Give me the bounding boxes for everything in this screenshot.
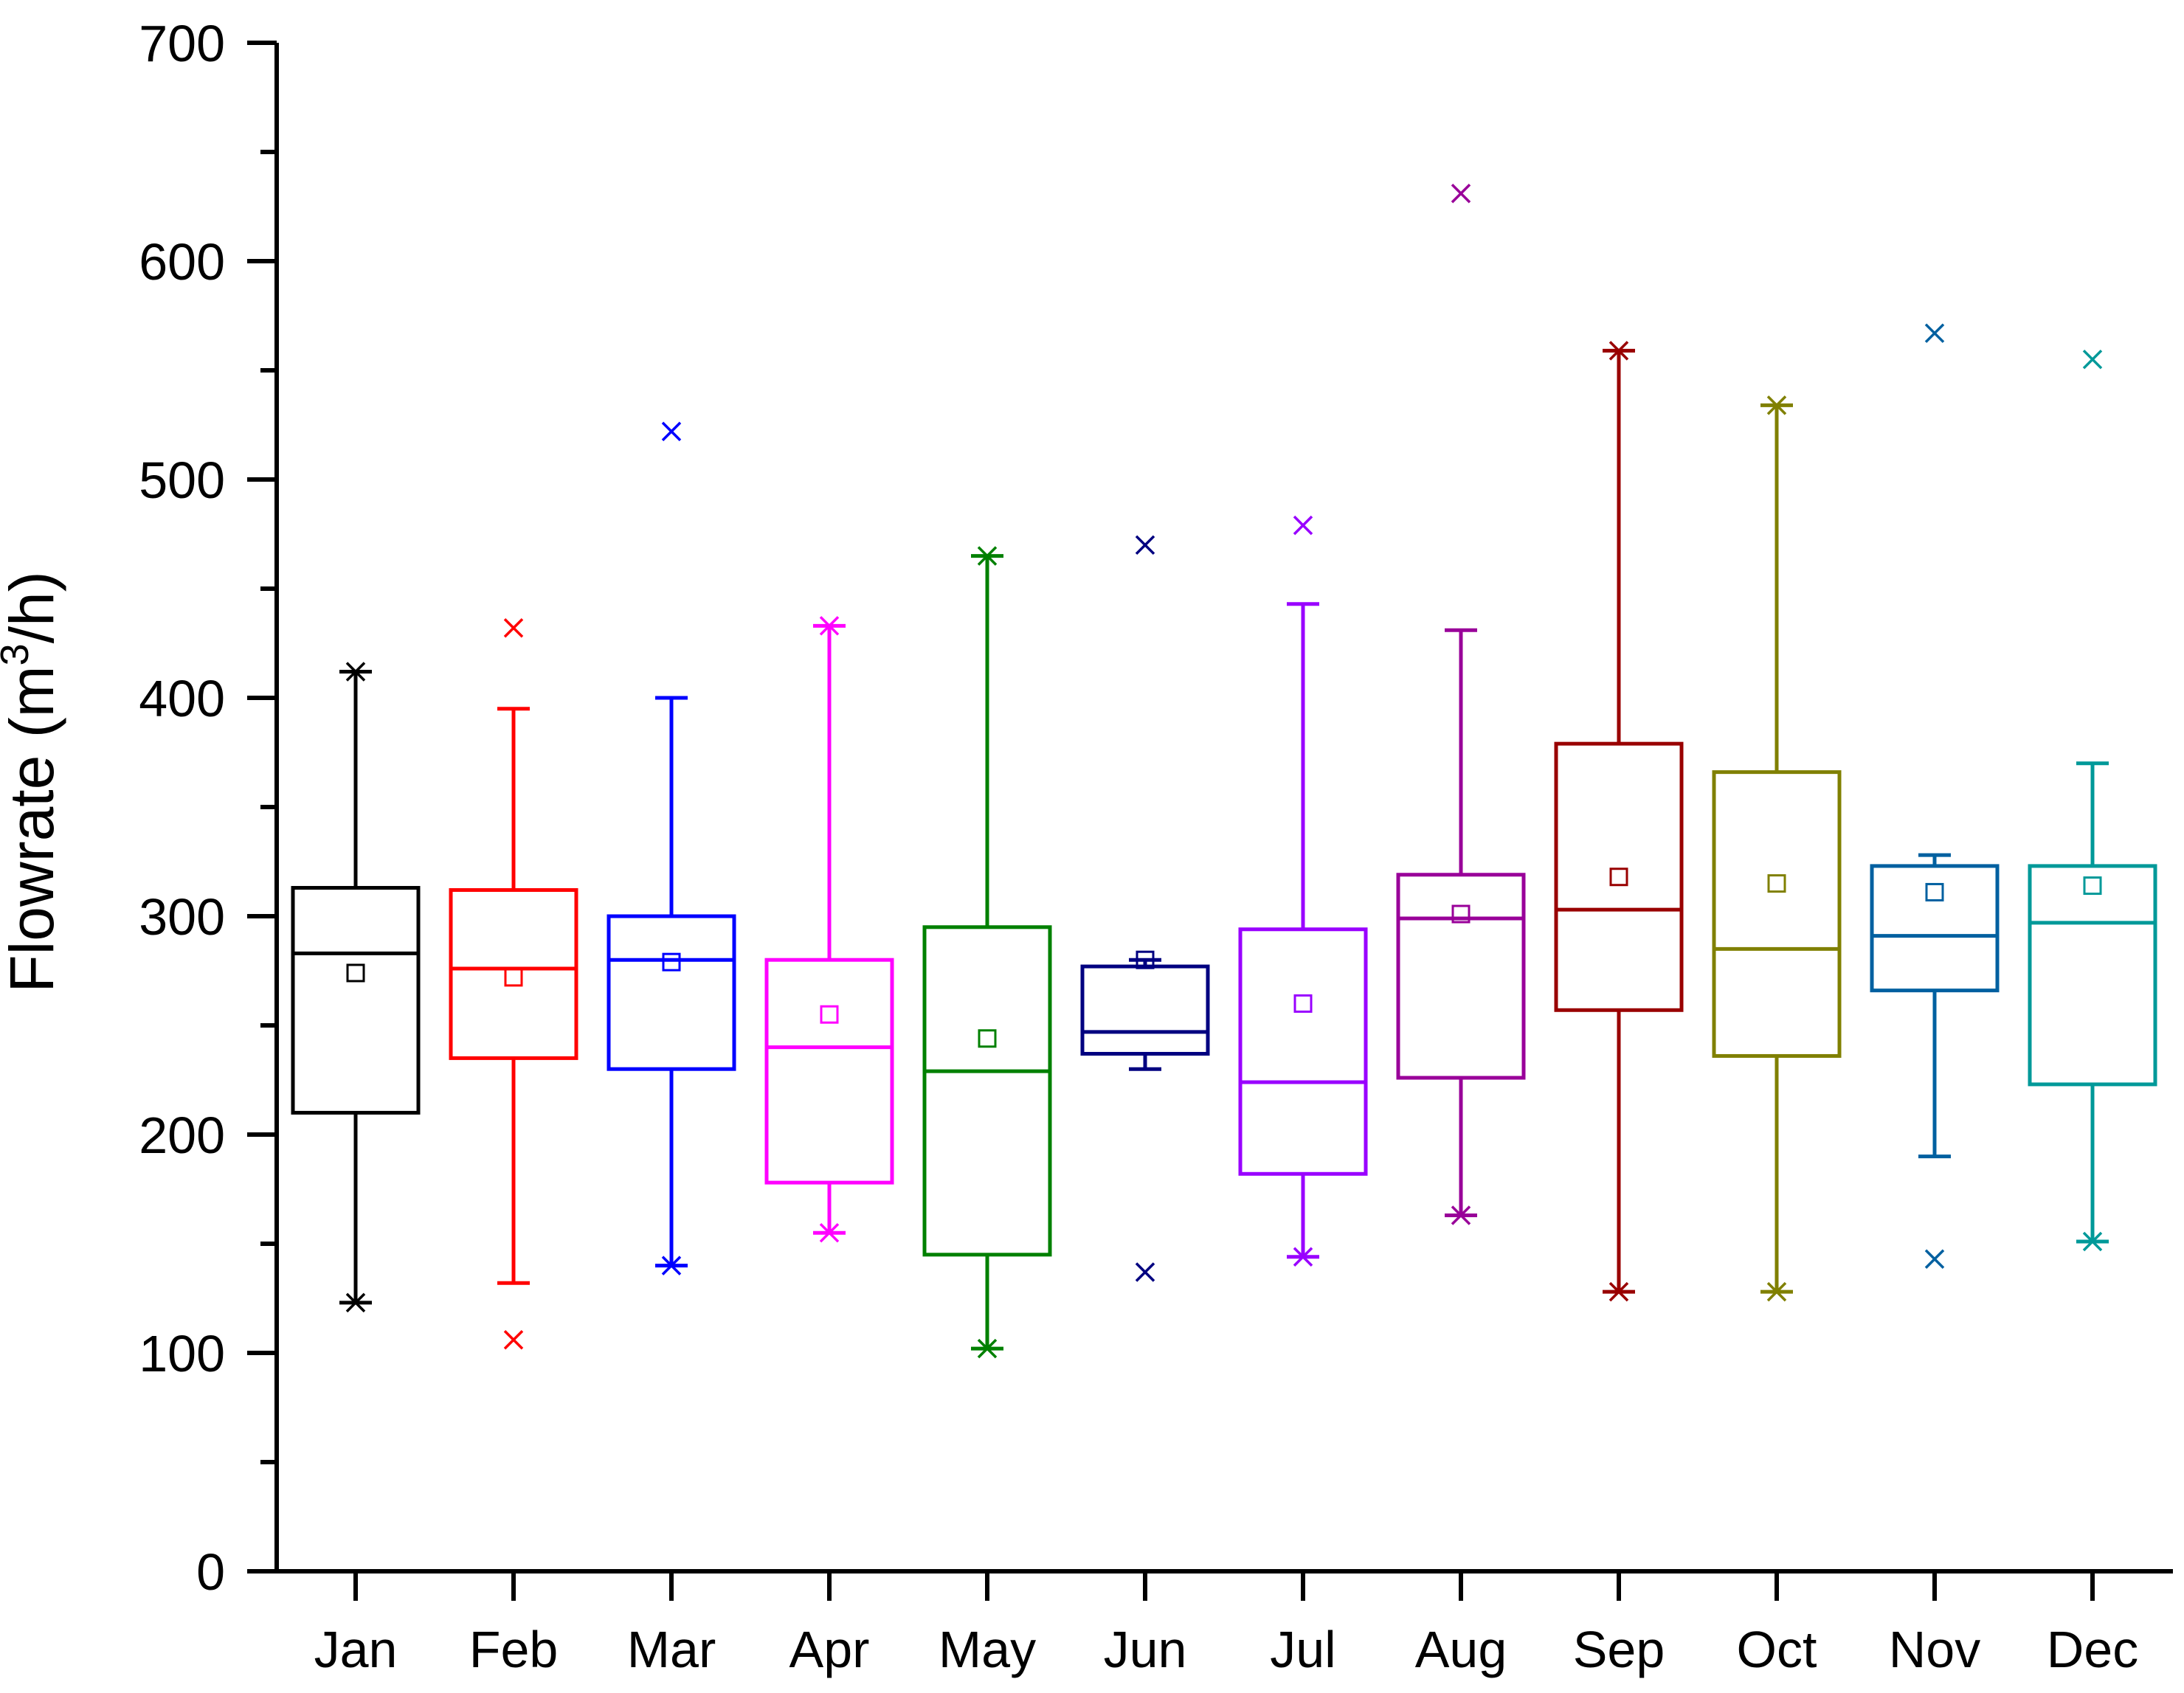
min-marker-b — [1608, 1281, 1629, 1302]
max-marker-b — [345, 662, 366, 682]
mean-marker — [1136, 950, 1155, 969]
mean-marker — [346, 963, 365, 983]
box-sep — [1554, 341, 1684, 1302]
y-tick-label: 200 — [139, 1107, 225, 1164]
box-mar — [607, 421, 736, 1275]
max-marker-b — [1924, 323, 1945, 343]
box-apr — [764, 616, 894, 1243]
box-nov — [1870, 323, 2000, 1269]
y-tick-label: 300 — [139, 888, 225, 946]
min-marker-b — [1293, 1247, 1313, 1267]
mean-marker — [662, 952, 681, 972]
max-marker-b — [1451, 184, 1471, 204]
x-tick-label: Jul — [1270, 1621, 1335, 1678]
box-jul — [1238, 515, 1368, 1267]
box-aug — [1396, 184, 1526, 1225]
min-marker-b — [819, 1222, 840, 1243]
iqr-box — [922, 925, 1052, 1257]
y-tick-label: 600 — [139, 233, 225, 291]
iqr-box — [2028, 864, 2157, 1087]
mean-marker — [978, 1029, 997, 1048]
mean-marker — [1293, 994, 1313, 1013]
x-axis: Jan Feb Mar Apr May Jun Jul Aug Sep Oct Nov Dec — [274, 1569, 2173, 1678]
min-marker-b — [1135, 1262, 1155, 1282]
y-tick-label: 100 — [139, 1325, 225, 1382]
y-tick-label: 400 — [139, 670, 225, 727]
min-marker-b — [661, 1256, 682, 1275]
x-tick-label: Apr — [789, 1621, 870, 1678]
mean-marker — [504, 968, 523, 987]
iqr-box — [1870, 864, 2000, 993]
y-tick-label: 0 — [196, 1543, 225, 1601]
min-marker-b — [1924, 1249, 1945, 1269]
max-marker-b — [503, 618, 524, 638]
y-axis: 0 100 200 300 400 500 600 700 — [139, 15, 279, 1601]
mean-marker — [1609, 868, 1628, 887]
x-tick-label: Jun — [1104, 1621, 1187, 1678]
box-jan — [291, 662, 421, 1313]
min-marker-b — [345, 1292, 366, 1313]
x-tick-label: Nov — [1889, 1621, 1980, 1678]
x-tick-label: Dec — [2047, 1621, 2138, 1678]
box-oct — [1712, 395, 1842, 1302]
min-marker-b — [1766, 1281, 1787, 1302]
mean-marker — [1767, 874, 1786, 893]
iqr-box — [1238, 927, 1368, 1176]
mean-marker — [1451, 904, 1471, 924]
max-marker-b — [819, 616, 840, 636]
box-feb — [449, 618, 578, 1350]
x-tick-label: Feb — [469, 1621, 559, 1678]
iqr-box — [1712, 770, 1842, 1058]
plot-area — [291, 184, 2157, 1359]
iqr-box — [449, 887, 578, 1060]
max-marker-b — [2082, 349, 2103, 370]
iqr-box — [607, 914, 736, 1071]
max-marker-b — [1135, 535, 1155, 555]
y-tick-label: 700 — [139, 15, 225, 72]
y-tick-label: 500 — [139, 451, 225, 509]
min-marker-b — [977, 1338, 998, 1359]
x-tick-label: Jan — [314, 1621, 398, 1678]
x-tick-label: May — [939, 1621, 1036, 1678]
max-marker-b — [1293, 515, 1313, 536]
box-dec — [2028, 349, 2157, 1252]
x-tick-label: Mar — [627, 1621, 716, 1678]
x-tick-label: Oct — [1737, 1621, 1817, 1678]
mean-marker — [1925, 882, 1944, 901]
mean-marker — [820, 1005, 839, 1024]
max-marker-b — [661, 421, 682, 442]
max-marker-b — [977, 546, 998, 566]
box-jun — [1080, 535, 1210, 1282]
x-tick-label: Sep — [1573, 1621, 1665, 1678]
iqr-box — [764, 958, 894, 1185]
min-marker-b — [503, 1330, 524, 1350]
iqr-box — [291, 886, 421, 1115]
box-may — [922, 546, 1052, 1359]
min-marker-b — [2082, 1231, 2103, 1252]
y-axis-title: Flowrate (m3/h) — [0, 571, 66, 992]
max-marker-b — [1608, 341, 1629, 361]
max-marker-b — [1766, 395, 1787, 415]
mean-marker — [2083, 876, 2102, 896]
iqr-box — [1554, 741, 1684, 1012]
min-marker-b — [1451, 1205, 1471, 1225]
iqr-box — [1396, 873, 1526, 1080]
iqr-box — [1080, 964, 1210, 1056]
x-tick-label: Aug — [1415, 1621, 1507, 1678]
